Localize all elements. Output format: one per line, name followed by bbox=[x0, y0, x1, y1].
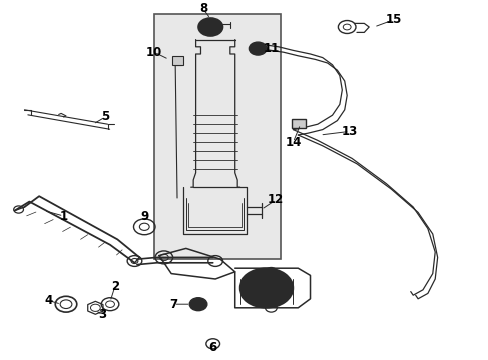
Circle shape bbox=[239, 268, 293, 308]
Text: 1: 1 bbox=[60, 210, 67, 222]
Text: 8: 8 bbox=[199, 3, 206, 15]
Text: 10: 10 bbox=[145, 46, 162, 59]
Bar bbox=[154, 14, 281, 259]
Text: 3: 3 bbox=[99, 309, 106, 321]
Text: 9: 9 bbox=[140, 210, 148, 222]
Bar bbox=[292, 119, 305, 128]
Circle shape bbox=[249, 42, 266, 55]
Text: 12: 12 bbox=[267, 193, 284, 206]
Text: 14: 14 bbox=[285, 136, 301, 149]
Circle shape bbox=[189, 298, 206, 311]
Text: 13: 13 bbox=[341, 125, 357, 138]
Circle shape bbox=[198, 18, 222, 36]
Text: 7: 7 bbox=[169, 298, 177, 311]
Text: 11: 11 bbox=[263, 42, 279, 55]
Text: 5: 5 bbox=[101, 111, 109, 123]
Text: 4: 4 bbox=[45, 294, 53, 307]
Bar bbox=[172, 56, 183, 65]
Text: 6: 6 bbox=[208, 341, 216, 354]
Text: 2: 2 bbox=[111, 280, 119, 293]
Text: 15: 15 bbox=[385, 13, 401, 26]
